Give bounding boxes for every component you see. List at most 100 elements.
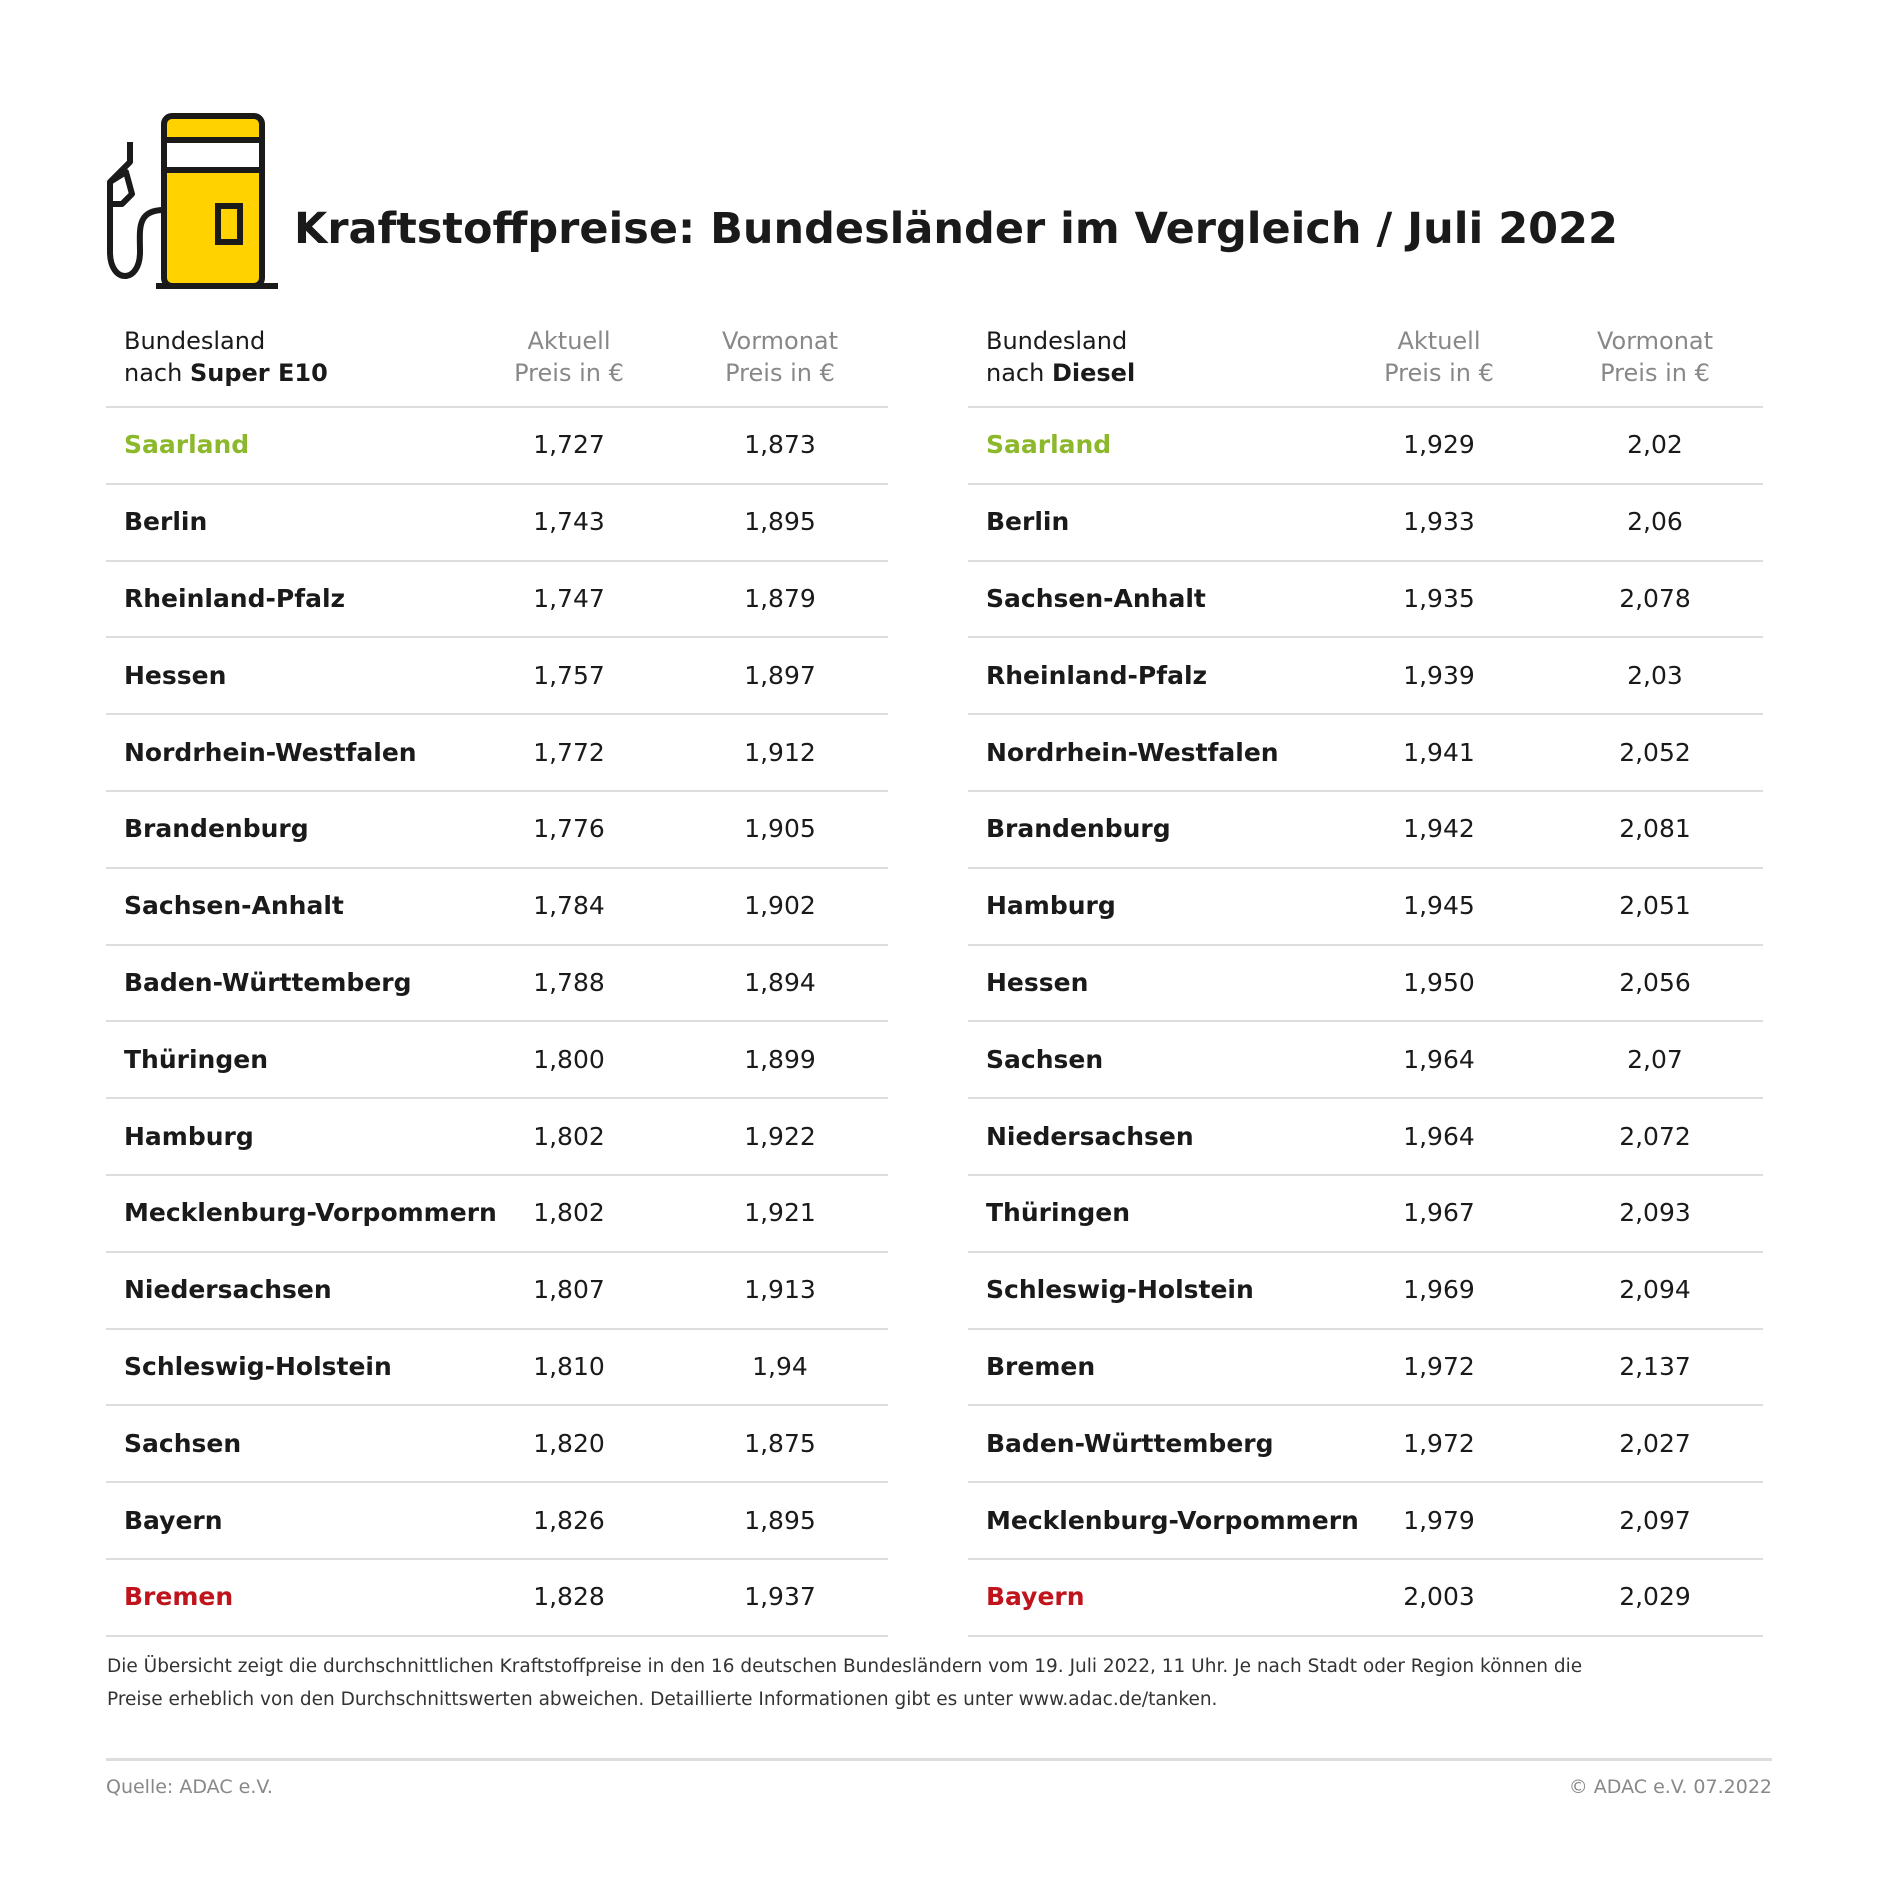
row-rule — [968, 1327, 1763, 1330]
price-current: 1,972 — [1403, 1428, 1475, 1458]
price-current: 1,972 — [1403, 1352, 1475, 1381]
row-rule — [106, 482, 888, 485]
price-current: 1,939 — [1403, 660, 1475, 690]
row-rule — [968, 1097, 1763, 1100]
price-current: 1,950 — [1403, 968, 1475, 997]
row-rule — [106, 1020, 888, 1023]
price-previous: 2,072 — [1619, 1121, 1691, 1151]
state-name: Hessen — [124, 660, 227, 690]
state-name: Brandenburg — [986, 814, 1171, 844]
header-line: Vormonat — [721, 327, 839, 355]
price-previous: 2,097 — [1619, 1505, 1691, 1535]
state-name: Thüringen — [986, 1198, 1130, 1228]
row-rule — [968, 866, 1763, 869]
price-current: 1,945 — [1403, 891, 1475, 921]
price-previous: 1,937 — [744, 1582, 816, 1612]
row-rule — [106, 943, 888, 946]
price-current: 1,979 — [1403, 1505, 1475, 1535]
row-rule — [106, 406, 888, 408]
price-previous: 1,913 — [744, 1275, 816, 1305]
price-previous: 2,056 — [1619, 968, 1691, 997]
price-current: 1,964 — [1403, 1044, 1475, 1074]
state-name: Hamburg — [986, 891, 1116, 921]
fuel-pump-icon — [107, 113, 278, 289]
state-name: Mecklenburg-Vorpommern — [986, 1505, 1359, 1535]
state-name: Nordrhein-Westfalen — [124, 737, 417, 767]
state-name: Hessen — [986, 968, 1089, 997]
price-previous: 2,02 — [1627, 430, 1683, 460]
price-previous: 2,137 — [1619, 1352, 1691, 1381]
price-previous: 2,07 — [1627, 1044, 1683, 1074]
row-rule — [968, 713, 1763, 716]
price-previous: 1,899 — [744, 1044, 816, 1074]
price-previous: 2,03 — [1627, 660, 1683, 690]
row-rule — [106, 1250, 888, 1253]
row-rule — [106, 713, 888, 716]
header-line: Vormonat — [1596, 327, 1714, 355]
state-name: Niedersachsen — [986, 1121, 1194, 1151]
title: Kraftstoffpreise: Bundesländer im Vergle… — [294, 204, 1618, 254]
state-name: Berlin — [124, 507, 208, 537]
header-line: Preis in € — [725, 359, 835, 387]
state-name: Saarland — [986, 430, 1112, 460]
price-current: 1,964 — [1403, 1121, 1475, 1151]
header-line: Preis in € — [514, 359, 624, 387]
price-current: 1,727 — [533, 430, 605, 460]
state-name: Brandenburg — [124, 814, 309, 844]
row-rule — [106, 1174, 888, 1176]
row-rule — [106, 790, 888, 792]
column-header: Vormonat Preis in € — [680, 325, 880, 389]
row-rule — [968, 482, 1763, 485]
copyright: © ADAC e.V. 07.2022 — [1568, 1776, 1772, 1798]
state-name: Bayern — [124, 1505, 223, 1535]
note-line: Preise erheblich von den Durchschnittswe… — [107, 1689, 1218, 1710]
state-name: Schleswig-Holstein — [986, 1275, 1254, 1305]
row-rule — [968, 559, 1763, 562]
price-previous: 1,895 — [744, 1505, 816, 1535]
price-current: 1,929 — [1403, 430, 1475, 460]
price-current: 1,788 — [533, 968, 605, 997]
state-name: Saarland — [124, 430, 250, 460]
price-current: 1,935 — [1403, 584, 1475, 613]
price-previous: 1,897 — [744, 660, 816, 690]
price-current: 1,800 — [533, 1044, 605, 1074]
state-name: Sachsen-Anhalt — [124, 891, 344, 921]
row-rule — [106, 1327, 888, 1330]
state-name: Thüringen — [124, 1044, 268, 1074]
price-current: 1,776 — [533, 814, 605, 844]
state-name: Sachsen-Anhalt — [986, 584, 1206, 613]
footer-rule — [106, 1758, 1772, 1761]
price-previous: 1,922 — [744, 1121, 816, 1151]
note-line: Die Übersicht zeigt die durchschnittlich… — [107, 1656, 1583, 1677]
price-previous: 1,895 — [744, 507, 816, 537]
header-text: nach — [986, 359, 1045, 387]
row-rule — [106, 1097, 888, 1100]
state-name: Baden-Württemberg — [986, 1428, 1274, 1458]
price-previous: 1,921 — [744, 1198, 816, 1228]
header-line: Aktuell — [527, 327, 611, 355]
price-previous: 1,905 — [744, 814, 816, 844]
row-rule — [968, 1020, 1763, 1023]
price-current: 1,802 — [533, 1198, 605, 1228]
price-current: 1,757 — [533, 660, 605, 690]
price-current: 1,942 — [1403, 814, 1475, 844]
price-previous: 2,029 — [1619, 1582, 1691, 1612]
row-rule — [106, 866, 888, 869]
header-line: Aktuell — [1397, 327, 1481, 355]
state-name: Berlin — [986, 507, 1070, 537]
state-name: Sachsen — [124, 1428, 242, 1458]
price-previous: 2,081 — [1619, 814, 1691, 844]
price-previous: 2,093 — [1619, 1198, 1691, 1228]
price-current: 1,810 — [533, 1352, 605, 1381]
price-previous: 2,052 — [1619, 737, 1691, 767]
price-current: 1,826 — [533, 1505, 605, 1535]
header-text: nach — [124, 359, 183, 387]
state-name: Baden-Württemberg — [124, 968, 412, 997]
header-line: nach Super E10 — [124, 357, 328, 389]
source: Quelle: ADAC e.V. — [106, 1776, 273, 1798]
header-line: Bundesland — [124, 327, 266, 355]
price-previous: 2,051 — [1619, 891, 1691, 921]
column-header: Aktuell Preis in € — [469, 325, 669, 389]
state-name: Bremen — [124, 1582, 234, 1612]
